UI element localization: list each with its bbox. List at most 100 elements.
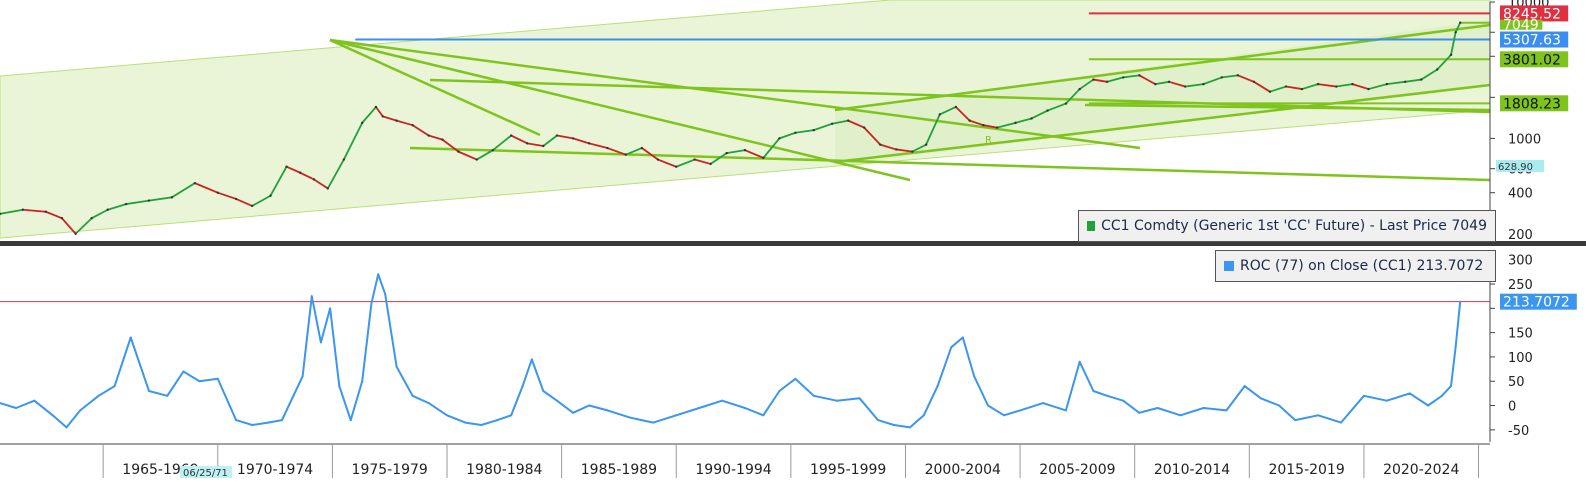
tag-level-0-label: 8245.52 — [1503, 6, 1561, 22]
roc-y-tick-label-7: 300 — [1508, 254, 1533, 269]
roc-point-62 — [961, 336, 964, 339]
price-segment-31 — [510, 134, 528, 145]
roc-point-72 — [1122, 399, 1125, 402]
roc-point-56 — [876, 419, 879, 422]
price-segment-7 — [107, 203, 127, 211]
roc-point-33 — [464, 421, 467, 424]
x-tick-label-3: 1980-1984 — [466, 462, 542, 478]
price-point-61 — [1014, 121, 1017, 125]
price-segment-87 — [1420, 68, 1438, 81]
price-segment-30 — [492, 134, 512, 151]
roc-point-20 — [310, 295, 313, 298]
roc-point-1 — [15, 406, 18, 409]
roc-point-37 — [521, 385, 524, 388]
price-point-53 — [895, 148, 898, 151]
price-segment-1 — [0, 208, 24, 215]
price-y-tick-label-3: 1000 — [1508, 132, 1541, 147]
price-point-35 — [587, 142, 591, 145]
roc-point-60 — [936, 385, 939, 388]
roc-point-4 — [65, 426, 68, 429]
price-point-36 — [606, 146, 609, 150]
price-point-59 — [982, 123, 985, 127]
price-point-48 — [812, 128, 815, 132]
x-tick-label-7: 2000-2004 — [925, 462, 1001, 478]
roc-point-8 — [129, 336, 132, 339]
roc-y-tick-label-6: 250 — [1508, 278, 1533, 293]
price-point-5 — [90, 217, 93, 220]
roc-point-84 — [1362, 394, 1365, 397]
roc-legend-swatch — [1224, 261, 1234, 271]
roc-point-38 — [530, 358, 533, 361]
price-segment-29 — [476, 149, 494, 161]
price-segment-76 — [1237, 74, 1255, 83]
price-point-63 — [1046, 109, 1049, 112]
tag-level-4-bg — [1500, 95, 1569, 112]
tag-level-5-bg — [1496, 159, 1544, 172]
price-segment-43 — [710, 152, 728, 165]
price-segment-20 — [343, 122, 363, 160]
price-legend[interactable]: CC1 Comdty (Generic 1st 'CC' Future) - L… — [1078, 210, 1496, 242]
price-point-44 — [743, 148, 747, 152]
tag-roc-level-bg — [1500, 293, 1577, 310]
roc-y-tick-label-2: 50 — [1508, 375, 1525, 390]
roc-point-48 — [721, 399, 724, 402]
price-segment-16 — [286, 165, 301, 174]
panel-divider — [0, 241, 1586, 246]
price-segment-66 — [1079, 78, 1094, 90]
price-segment-65 — [1065, 88, 1081, 105]
x-tick-label-5: 1990-1994 — [695, 462, 771, 478]
roc-point-50 — [762, 414, 765, 417]
roc-point-2 — [33, 399, 36, 402]
price-point-39 — [656, 158, 660, 161]
price-point-82 — [1351, 82, 1354, 86]
roc-point-45 — [652, 421, 655, 424]
roc-point-41 — [572, 411, 575, 414]
price-point-78 — [1284, 85, 1288, 88]
price-point-30 — [509, 134, 513, 137]
price-point-26 — [441, 138, 444, 141]
x-tick-label-9: 2010-2014 — [1154, 462, 1230, 478]
price-segment-90 — [1454, 22, 1462, 33]
price-point-27 — [457, 150, 460, 153]
roc-y-tick-label-0: -50 — [1508, 424, 1529, 439]
tag-level-5-label: 628.90 — [1498, 162, 1533, 173]
price-segment-13 — [235, 198, 253, 207]
x-tick-label-8: 2005-2009 — [1039, 462, 1115, 478]
price-point-86 — [1420, 78, 1423, 81]
price-segment-42 — [694, 158, 711, 165]
roc-point-73 — [1138, 411, 1141, 414]
price-point-8 — [147, 199, 151, 202]
roc-point-19 — [301, 375, 304, 378]
price-segment-56 — [925, 114, 941, 146]
roc-point-58 — [909, 426, 912, 429]
roc-point-36 — [510, 414, 513, 417]
price-point-46 — [778, 137, 781, 140]
roc-point-91 — [1459, 300, 1462, 303]
roc-point-89 — [1450, 385, 1453, 388]
price-point-74 — [1220, 76, 1224, 79]
price-segment-25 — [412, 124, 430, 137]
price-point-24 — [411, 123, 414, 127]
roc-legend[interactable]: ROC (77) on Close (CC1) 213.7072 — [1215, 250, 1496, 282]
price-panel: R — [0, 0, 1491, 239]
price-point-56 — [938, 113, 942, 116]
price-segment-44 — [726, 149, 746, 155]
price-point-54 — [911, 150, 914, 153]
price-point-7 — [124, 202, 128, 206]
price-segment-52 — [863, 126, 881, 146]
price-segment-37 — [607, 147, 627, 156]
price-segment-2 — [22, 208, 46, 213]
annotation-r: R — [985, 135, 992, 146]
price-point-31 — [526, 142, 529, 145]
roc-point-17 — [280, 419, 283, 422]
roc-point-30 — [411, 394, 414, 397]
price-segment-35 — [572, 137, 590, 145]
price-point-15 — [285, 165, 288, 168]
price-point-21 — [374, 105, 378, 109]
trend-line-5 — [834, 83, 1491, 164]
price-segment-64 — [1047, 102, 1067, 112]
price-point-0 — [0, 212, 2, 216]
roc-point-55 — [858, 397, 861, 400]
price-segment-10 — [171, 182, 196, 199]
